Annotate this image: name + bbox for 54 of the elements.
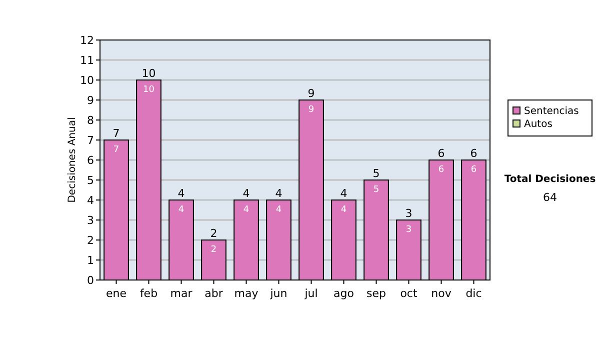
y-tick-label: 11	[80, 54, 94, 67]
x-tick-label: ago	[334, 287, 354, 300]
data-label: 2	[210, 245, 217, 255]
x-tick-label: may	[234, 287, 259, 300]
total-label: 7	[112, 127, 120, 140]
text: Total Decisiones	[504, 174, 596, 185]
total-label: 4	[275, 187, 282, 200]
x-tick-label: jul	[304, 287, 318, 300]
y-tick-label: 10	[80, 74, 94, 87]
x-tick-label: feb	[140, 287, 158, 300]
data-label: 6	[438, 165, 444, 175]
text: 64	[543, 191, 557, 204]
data-label: 6	[470, 165, 477, 175]
data-label: 5	[373, 185, 380, 195]
x-tick-label: oct	[400, 287, 418, 300]
y-tick-label: 3	[87, 214, 94, 227]
total-label: 6	[470, 147, 478, 160]
total-label: 6	[438, 147, 445, 160]
total-label: 5	[372, 167, 380, 180]
x-tick-label: mar	[170, 287, 193, 300]
x-tick-label: jun	[269, 287, 288, 300]
total-label: 10	[142, 67, 156, 80]
legend-label: Sentencias	[524, 106, 579, 117]
y-tick-label: 6	[87, 154, 94, 167]
total-label: 4	[178, 187, 185, 200]
x-tick-label: dic	[466, 287, 482, 300]
y-tick-label: 4	[87, 194, 94, 207]
y-tick-label: 1	[87, 254, 94, 267]
y-tick-label: 0	[87, 274, 94, 287]
data-label: 4	[178, 205, 184, 215]
y-tick-label: 12	[80, 34, 94, 47]
total-label: 4	[340, 187, 348, 200]
total-label: 4	[242, 187, 250, 200]
y-axis-title: Decisiones Anual	[67, 117, 78, 203]
x-tick-label: sep	[366, 287, 386, 300]
x-tick-label: nov	[431, 287, 452, 300]
data-label: 4	[276, 205, 282, 215]
data-label: 4	[243, 205, 250, 215]
data-label: 4	[340, 205, 347, 215]
total-label: 2	[210, 227, 218, 240]
y-tick-label: 7	[87, 134, 94, 147]
total-label: 3	[405, 207, 412, 220]
y-tick-label: 8	[87, 114, 94, 127]
x-tick-label: abr	[204, 287, 224, 300]
total-label: 9	[308, 87, 315, 100]
data-label: 10	[143, 85, 155, 95]
data-label: 3	[406, 225, 412, 235]
y-tick-label: 2	[87, 234, 94, 247]
legend-label: Autos	[524, 119, 552, 130]
data-label: 9	[308, 105, 314, 115]
x-tick-label: ene	[106, 287, 127, 300]
y-tick-label: 9	[87, 94, 94, 107]
data-label: 7	[113, 145, 120, 155]
y-tick-label: 5	[87, 174, 94, 187]
